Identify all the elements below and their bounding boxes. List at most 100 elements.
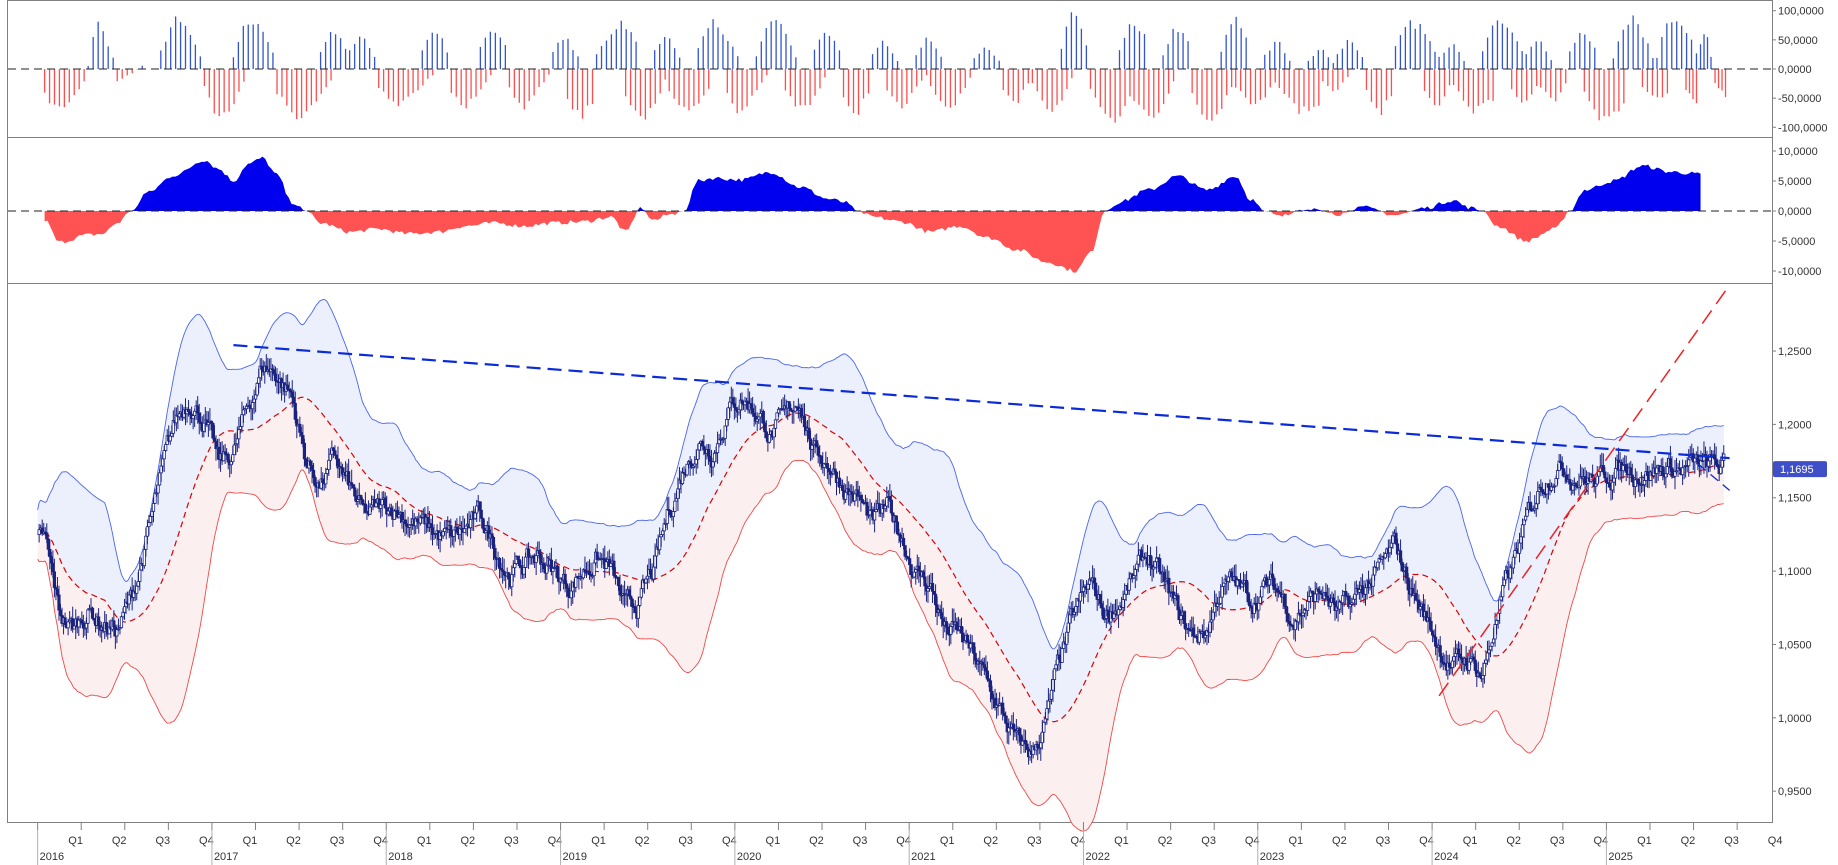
candle-body — [1078, 592, 1083, 602]
candle-body — [298, 423, 302, 433]
candle-body — [1191, 627, 1195, 637]
candle-body — [513, 563, 517, 569]
candle-body — [502, 570, 506, 576]
candle-body — [668, 509, 672, 516]
candle-body — [232, 444, 236, 456]
candle-body — [1720, 459, 1724, 468]
candle-body — [84, 622, 89, 629]
candle-body — [1246, 592, 1250, 603]
candle-body — [478, 501, 482, 511]
candle-body — [250, 402, 255, 410]
candle-body — [1501, 585, 1505, 598]
candle-body — [1324, 591, 1328, 597]
candle-body — [462, 528, 467, 533]
candle-body — [1094, 582, 1098, 597]
candle-body — [555, 565, 560, 579]
candle-body — [1344, 591, 1348, 597]
candle-body — [49, 556, 53, 564]
candle-body — [1414, 592, 1418, 601]
candle-body — [1025, 743, 1029, 750]
candle-body — [761, 410, 765, 424]
candle-body — [1153, 561, 1157, 568]
candle-body — [66, 621, 70, 629]
candle-body — [1713, 454, 1717, 460]
candle-body — [807, 427, 811, 440]
candle-body — [479, 509, 483, 519]
candle-body — [119, 616, 124, 629]
candle-body — [1440, 656, 1444, 663]
year-label: 2025 — [1608, 851, 1632, 863]
candle-body — [901, 537, 906, 546]
candle-body — [653, 555, 657, 568]
candle-body — [1554, 478, 1558, 487]
candle-body — [196, 405, 200, 414]
candle-body — [909, 564, 913, 576]
quarter-label: Q1 — [417, 835, 432, 847]
quarter-label: Q4 — [1071, 835, 1086, 847]
candle-body — [775, 412, 779, 421]
candle-body — [386, 510, 390, 515]
candle-body — [1376, 561, 1380, 569]
candle-body — [55, 588, 60, 596]
year-label: 2019 — [563, 851, 587, 863]
candle-body — [1406, 577, 1410, 591]
candle-body — [644, 578, 648, 584]
candle-body — [1158, 558, 1162, 573]
quarter-label: Q1 — [591, 835, 606, 847]
candle-body — [1522, 519, 1526, 526]
candle-body — [229, 461, 233, 466]
candle-body — [816, 446, 820, 456]
candle-body — [1469, 658, 1473, 663]
candle-body — [981, 661, 985, 666]
quarter-label: Q4 — [1419, 835, 1434, 847]
candle-body — [1313, 593, 1317, 602]
price-y-tick-label: 1,2500 — [1778, 346, 1812, 358]
candle-body — [380, 499, 384, 506]
candle-body — [1645, 471, 1650, 476]
candle-body — [1219, 596, 1223, 604]
candle-body — [752, 412, 756, 417]
candle-body — [1621, 464, 1625, 472]
quarter-label: Q4 — [373, 835, 388, 847]
candle-body — [121, 611, 125, 618]
candle-body — [1595, 475, 1599, 485]
candle-body — [1136, 554, 1140, 565]
candle-body — [764, 431, 768, 439]
candle-body — [1687, 459, 1691, 467]
candle-body — [1484, 659, 1488, 664]
candle-body — [636, 604, 640, 619]
candle-body — [1220, 586, 1224, 598]
upper-band-line — [37, 298, 1724, 650]
candle-body — [1467, 661, 1471, 671]
candle-body — [469, 519, 473, 529]
quarter-label: Q2 — [286, 835, 301, 847]
candle-body — [1517, 542, 1522, 554]
candle-body — [235, 438, 239, 445]
candle-body — [772, 427, 776, 438]
candle-body — [1696, 454, 1700, 465]
candle-body — [517, 559, 521, 567]
candle-body — [633, 606, 637, 614]
candle-body — [1427, 617, 1432, 622]
candle-body — [565, 583, 569, 589]
candle-body — [1490, 642, 1494, 647]
candle-body — [238, 426, 242, 430]
candle-body — [1208, 621, 1212, 633]
candle-body — [1046, 700, 1051, 710]
candle-body — [145, 526, 149, 537]
upper-band-fill — [37, 299, 1724, 722]
candle-body — [1583, 476, 1587, 485]
candle-body — [966, 634, 970, 643]
candle-body — [537, 550, 541, 555]
candle-body — [566, 587, 570, 597]
candle-body — [1719, 466, 1723, 475]
candle-body — [1520, 524, 1525, 538]
candle-body — [1447, 662, 1451, 668]
candle-body — [706, 449, 711, 457]
candle-body — [197, 412, 201, 423]
quarter-label: Q4 — [199, 835, 214, 847]
candle-body — [403, 519, 407, 525]
candle-body — [1270, 573, 1275, 579]
candle-body — [1226, 576, 1230, 582]
